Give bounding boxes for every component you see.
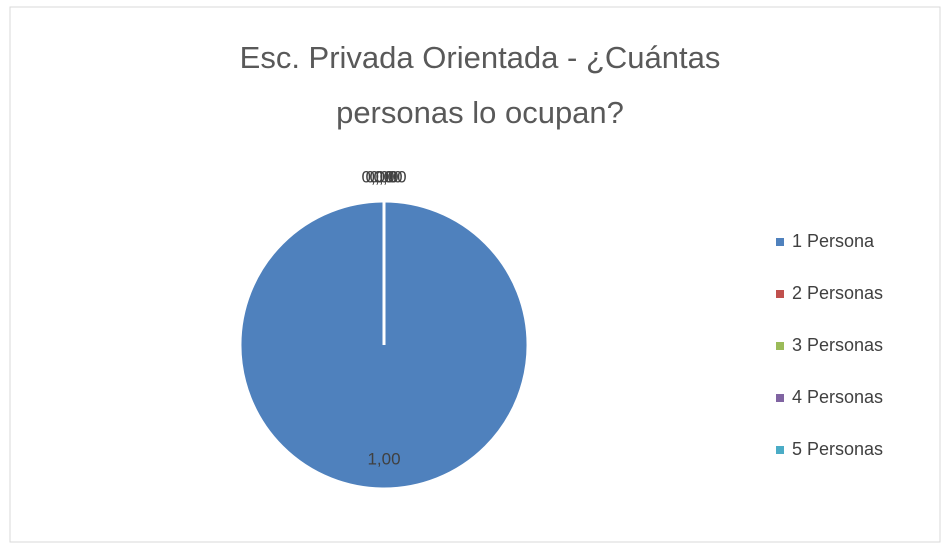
- chart-title: personas lo ocupan?: [336, 95, 624, 130]
- legend-swatch: [776, 446, 784, 454]
- legend-label: 1 Persona: [792, 231, 875, 251]
- legend-label: 2 Personas: [792, 283, 883, 303]
- data-label: 0,00: [369, 167, 402, 186]
- data-label: 0,00: [361, 167, 394, 186]
- legend-swatch: [776, 342, 784, 350]
- legend-label: 3 Personas: [792, 335, 883, 355]
- legend-swatch: [776, 394, 784, 402]
- data-label: 1,00: [367, 450, 400, 469]
- legend-label: 4 Personas: [792, 387, 883, 407]
- data-label: 0,00: [365, 167, 398, 186]
- chart-title: Esc. Privada Orientada - ¿Cuántas: [240, 40, 721, 75]
- legend-swatch: [776, 290, 784, 298]
- legend-swatch: [776, 238, 784, 246]
- data-label: 0,00: [373, 167, 406, 186]
- legend-label: 5 Personas: [792, 439, 883, 459]
